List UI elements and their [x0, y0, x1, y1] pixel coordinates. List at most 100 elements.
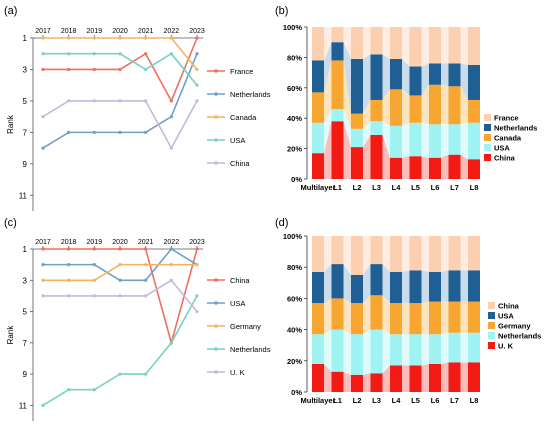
bar-group-l7	[448, 27, 461, 179]
bar-segment	[390, 125, 402, 158]
bar-segment	[370, 27, 383, 55]
bar-segment	[468, 362, 480, 392]
connector-band	[324, 27, 332, 61]
bar-segment	[468, 65, 480, 100]
bar-segment	[351, 147, 363, 179]
legend-swatch-marker	[214, 138, 218, 142]
series-line	[42, 100, 198, 150]
connector-band	[363, 236, 371, 275]
legend-swatch-marker	[214, 278, 218, 282]
connector-band	[441, 124, 449, 158]
legend-item: Netherlands	[207, 345, 271, 354]
x-tick-label: 2020	[112, 28, 128, 35]
data-point	[195, 52, 199, 56]
data-point	[92, 247, 96, 251]
bar-group-l6	[429, 27, 441, 179]
panel-a-label: (a)	[4, 5, 17, 17]
data-point	[144, 372, 148, 376]
x-tick-label: L1	[333, 396, 342, 405]
legend-item: Canada	[484, 134, 522, 143]
y-axis-label: Rank	[6, 114, 15, 134]
y-tick-label: 60%	[287, 294, 302, 303]
bar-group-l2	[351, 236, 363, 392]
bar-segment	[351, 113, 363, 129]
legend-item: China	[207, 276, 250, 285]
data-point	[67, 294, 71, 298]
data-point	[92, 388, 96, 392]
bar-segment	[351, 303, 363, 335]
bar-segment	[448, 27, 461, 64]
x-tick-label: L4	[392, 396, 402, 405]
x-tick-label: L3	[372, 396, 381, 405]
bar-segment	[331, 329, 344, 372]
x-tick-label: 2021	[138, 28, 154, 35]
legend-item: USA	[207, 136, 245, 145]
connector-band	[363, 99, 371, 129]
connector-band	[421, 27, 429, 67]
data-point	[144, 67, 148, 72]
bar-segment	[429, 236, 441, 272]
panel-d-label: (d)	[275, 217, 288, 229]
legend-label: Germany	[498, 322, 531, 331]
series-germany	[41, 263, 199, 282]
bar-segment	[409, 95, 422, 123]
connector-band	[343, 236, 351, 275]
connector-band	[382, 27, 390, 59]
data-point	[169, 115, 173, 119]
y-tick-label: 100%	[283, 232, 303, 241]
bar-segment	[331, 371, 344, 392]
data-point	[169, 99, 173, 103]
bar-group-l7	[448, 236, 461, 392]
legend-label: Netherlands	[230, 345, 271, 354]
y-tick-label: 100%	[283, 23, 303, 32]
data-point	[67, 99, 71, 103]
connector-band	[441, 236, 449, 272]
legend-label: Netherlands	[498, 332, 541, 341]
connector-band	[382, 365, 390, 392]
legend-item: China	[488, 302, 520, 311]
y-tick-label: 80%	[287, 263, 302, 272]
connector-band	[460, 154, 468, 179]
y-tick-label: 5	[23, 97, 28, 106]
y-tick-label: 3	[23, 65, 28, 74]
x-tick-label: 2017	[35, 28, 51, 35]
bar-group-l3	[370, 27, 383, 179]
bar-group-l8	[468, 236, 480, 392]
connector-band	[421, 270, 429, 304]
connector-band	[343, 42, 351, 114]
data-point	[41, 247, 45, 251]
data-point	[118, 294, 122, 298]
bar-segment	[468, 99, 480, 123]
bar-segment	[370, 295, 383, 330]
bar-segment	[429, 157, 441, 179]
connector-band	[343, 60, 351, 129]
bar-segment	[390, 58, 402, 90]
y-tick-label: 20%	[287, 357, 302, 366]
x-tick-label: 2018	[61, 239, 77, 246]
legend-label: China	[494, 154, 516, 163]
data-point	[41, 278, 45, 282]
connector-band	[324, 109, 332, 154]
legend-label: France	[494, 114, 519, 123]
bar-segment	[468, 270, 480, 302]
data-point	[118, 99, 122, 103]
legend-item: Germany	[207, 322, 261, 331]
data-point	[41, 67, 45, 72]
bar-segment	[370, 54, 383, 100]
bar-segment	[409, 270, 422, 304]
x-tick-label: L6	[431, 396, 440, 405]
y-tick-label: 60%	[287, 84, 302, 93]
bar-segment	[409, 66, 422, 96]
x-tick-label: Multilayer	[300, 183, 335, 192]
data-point	[195, 67, 199, 72]
connector-band	[421, 122, 429, 158]
data-point	[169, 341, 173, 345]
y-tick-label: 40%	[287, 114, 302, 123]
bar-segment	[312, 363, 324, 392]
data-point	[41, 115, 45, 119]
bar-segment	[429, 63, 441, 85]
bar-segment	[351, 236, 363, 275]
chart-c-rank-lines: 2017 2018 2019 2020 2021 2022 2023 1 3 5 7 9 11 Rank C…	[6, 239, 271, 421]
